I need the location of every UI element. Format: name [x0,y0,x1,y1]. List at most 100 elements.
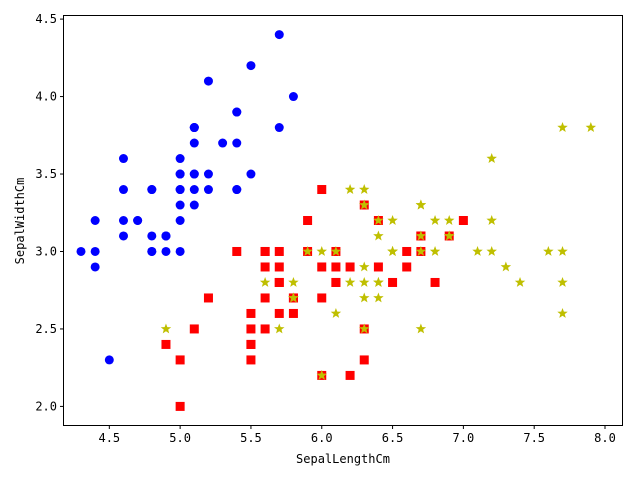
data-point-square [260,293,270,303]
data-point-star [259,276,271,287]
data-point-circle [175,169,185,179]
data-point-star [387,215,398,225]
data-point-circle [118,185,128,195]
data-point-circle [218,138,228,148]
y-tick-label: 2.5 [35,322,57,336]
data-point-circle [203,185,213,195]
data-point-star [486,245,497,256]
data-point-star [359,199,370,210]
x-tick-label: 5.0 [169,431,191,445]
x-tick-label: 6.5 [382,431,404,445]
data-point-circle [274,123,284,133]
x-axis-label: SepalLengthCm [296,452,390,466]
x-tick-label: 7.0 [453,431,475,445]
data-point-square [331,262,341,272]
plot-frame [63,15,623,426]
data-point-square [203,293,213,303]
data-point-star [373,292,384,303]
data-point-square [331,277,341,287]
data-point-circle [232,138,242,148]
x-tick-label: 4.5 [98,431,120,445]
data-point-square [359,355,369,365]
data-point-star [415,199,427,210]
data-point-circle [246,61,256,71]
data-point-star [359,276,370,287]
data-point-star [387,245,398,256]
data-point-square [317,293,327,303]
data-point-star [316,245,327,256]
data-point-square [402,246,412,256]
data-point-star [415,323,427,334]
data-point-square [288,308,298,318]
data-point-star [316,369,327,380]
x-tick-label: 6.0 [311,431,333,445]
data-point-circle [203,76,213,86]
data-point-star [344,276,356,287]
data-point-star [500,261,512,272]
data-point-circle [175,154,185,164]
data-point-square [232,246,242,256]
data-point-star [359,261,370,272]
data-point-circle [189,200,199,210]
data-point-circle [203,169,213,179]
data-point-circle [175,216,185,225]
data-point-circle [118,231,128,241]
data-point-square [246,324,256,334]
data-point-circle [274,30,284,40]
data-point-star [557,307,568,318]
y-tick-label: 2.0 [35,399,57,413]
data-point-square [260,262,270,272]
data-point-square [175,355,185,365]
data-point-star [429,215,441,225]
data-point-square [388,277,398,287]
x-tick-label: 8.0 [594,431,616,445]
data-point-circle [118,154,128,164]
data-point-circle [189,138,199,148]
data-point-square [345,262,355,272]
data-point-star [330,307,342,318]
data-point-square [317,262,327,272]
data-point-circle [118,216,128,225]
data-point-star [359,184,370,194]
data-point-star [359,323,370,334]
data-point-circle [90,246,100,256]
data-point-star [302,245,313,256]
data-point-circle [246,169,256,179]
data-point-square [260,324,270,334]
data-point-square [345,370,355,380]
data-point-star [557,245,568,256]
data-point-circle [175,185,185,195]
data-point-square [274,262,284,272]
data-point-star [373,230,384,241]
y-tick-label: 3.0 [35,244,57,258]
data-point-star [486,215,497,225]
x-tick-label: 5.5 [240,431,262,445]
data-point-square [161,339,171,349]
data-point-square [246,308,256,318]
data-point-star [415,230,427,241]
data-point-square [303,216,313,225]
data-point-star [429,245,441,256]
y-tick-label: 3.5 [35,167,57,181]
data-point-circle [175,246,185,256]
data-point-star [160,323,172,334]
axis-ticks: 4.5 5.0 5.5 6.0 6.5 7.0 7.5 8.0 2.0 2.5 3.0 3.5 4.0 4… [35,12,616,445]
data-point-star [472,245,483,256]
data-point-circle [133,216,143,225]
data-point-star [514,276,526,287]
data-point-square [246,339,256,349]
data-point-circle [232,107,242,117]
data-point-square [274,308,284,318]
data-point-circle [161,231,171,241]
data-point-star [557,276,568,287]
data-markers [76,30,597,411]
data-point-square [246,355,256,365]
data-point-circle [104,355,114,365]
data-point-star [373,215,384,225]
data-point-circle [161,246,171,256]
data-point-star [585,122,597,132]
data-point-circle [189,123,199,133]
data-point-star [415,245,427,256]
x-tick-label: 7.5 [523,431,545,445]
